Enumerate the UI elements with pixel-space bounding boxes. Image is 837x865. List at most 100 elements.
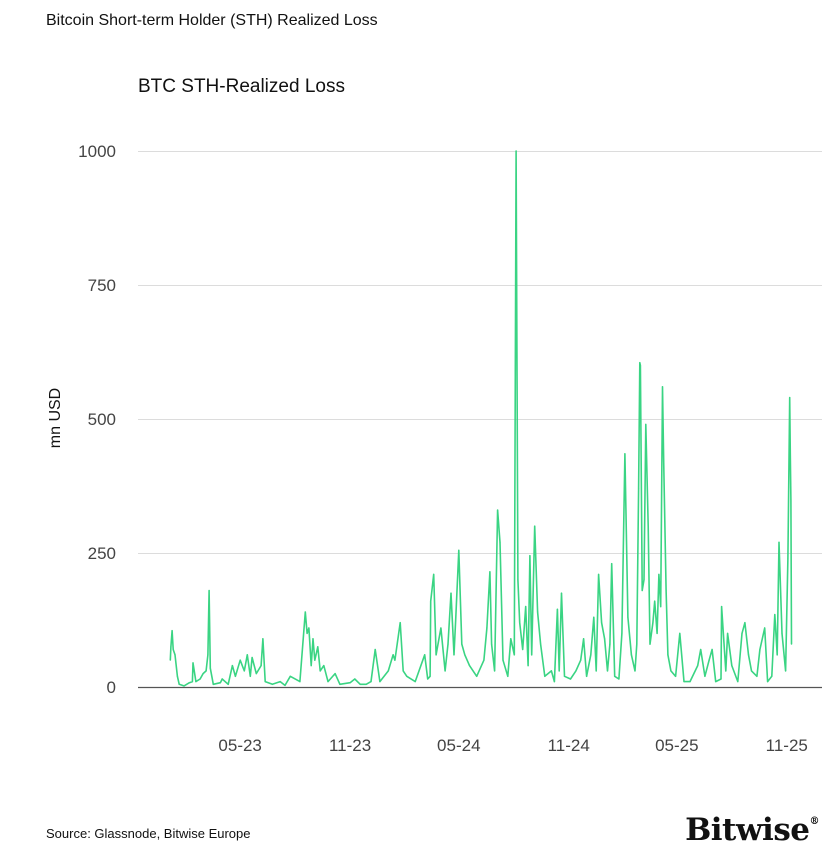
x-tick-label: 11-25 bbox=[766, 736, 808, 755]
data-point bbox=[665, 589, 667, 592]
data-point bbox=[212, 683, 214, 685]
data-point bbox=[689, 681, 691, 683]
data-point bbox=[785, 670, 787, 672]
data-point bbox=[430, 600, 432, 602]
data-point bbox=[636, 643, 638, 645]
data-point bbox=[544, 675, 546, 677]
data-point bbox=[447, 643, 449, 645]
data-point bbox=[513, 654, 515, 656]
data-point bbox=[221, 678, 223, 680]
data-point bbox=[199, 678, 201, 680]
data-point bbox=[494, 670, 496, 672]
data-point bbox=[744, 622, 746, 624]
data-point bbox=[627, 616, 629, 618]
data-point bbox=[392, 654, 394, 656]
data-point bbox=[424, 654, 426, 656]
data-point bbox=[489, 571, 491, 573]
data-point bbox=[502, 659, 504, 661]
data-point bbox=[656, 632, 658, 635]
data-point bbox=[789, 453, 791, 455]
data-point bbox=[639, 362, 641, 364]
data-point bbox=[660, 606, 662, 608]
data-point bbox=[598, 573, 600, 576]
data-point bbox=[759, 648, 761, 651]
gridlines bbox=[138, 151, 822, 554]
data-point bbox=[370, 681, 372, 683]
data-point bbox=[239, 659, 241, 661]
data-point bbox=[790, 643, 793, 645]
data-point bbox=[304, 611, 306, 613]
y-tick-labels: 0 250 500 750 1000 bbox=[78, 142, 116, 697]
data-point bbox=[586, 675, 588, 677]
data-point bbox=[444, 670, 446, 672]
data-point bbox=[774, 614, 776, 616]
data-point bbox=[756, 675, 758, 677]
data-point bbox=[379, 681, 381, 683]
data-point bbox=[178, 683, 180, 685]
data-point bbox=[314, 659, 316, 661]
data-point bbox=[174, 654, 176, 656]
y-tick-label: 1000 bbox=[78, 142, 116, 161]
data-point bbox=[192, 662, 194, 664]
data-point bbox=[207, 654, 209, 656]
data-point bbox=[569, 678, 572, 680]
data-point bbox=[527, 665, 529, 667]
data-point bbox=[708, 659, 710, 661]
data-point bbox=[697, 665, 699, 667]
data-point bbox=[227, 683, 229, 685]
data-point bbox=[614, 675, 616, 677]
data-point bbox=[720, 678, 722, 680]
data-point bbox=[354, 678, 356, 680]
data-point bbox=[781, 632, 783, 635]
data-point bbox=[661, 386, 664, 388]
x-tick-label: 05-23 bbox=[218, 736, 261, 755]
data-point bbox=[339, 683, 341, 685]
data-point bbox=[260, 665, 262, 667]
data-point bbox=[711, 648, 713, 651]
data-point bbox=[284, 684, 286, 687]
data-point bbox=[399, 622, 401, 624]
data-point bbox=[639, 364, 642, 366]
data-point bbox=[289, 675, 291, 677]
data-point bbox=[406, 675, 408, 677]
data-point bbox=[323, 665, 325, 667]
y-tick-label: 250 bbox=[88, 544, 116, 563]
data-point bbox=[550, 670, 553, 672]
data-point bbox=[440, 627, 442, 629]
data-point bbox=[433, 573, 435, 576]
data-point bbox=[202, 673, 204, 675]
data-point bbox=[531, 654, 533, 656]
data-point bbox=[231, 665, 233, 667]
y-axis-label: mn USD bbox=[47, 388, 64, 448]
data-point bbox=[435, 654, 437, 656]
x-tick-labels: 05-23 11-23 05-24 11-24 05-25 11-25 bbox=[218, 736, 807, 755]
data-point bbox=[767, 681, 769, 683]
data-point bbox=[264, 681, 266, 683]
data-point bbox=[621, 632, 623, 635]
data-point bbox=[776, 654, 778, 656]
data-point bbox=[700, 648, 702, 651]
data-point bbox=[652, 622, 654, 624]
data-point bbox=[747, 654, 750, 656]
data-point bbox=[522, 648, 524, 651]
data-point bbox=[191, 681, 193, 683]
data-point bbox=[246, 654, 248, 656]
data-point bbox=[643, 579, 645, 581]
data-point bbox=[327, 681, 329, 683]
data-point bbox=[374, 648, 376, 651]
data-point bbox=[519, 622, 521, 624]
data-point bbox=[497, 509, 499, 511]
data-point bbox=[611, 563, 613, 565]
data-point bbox=[645, 423, 647, 425]
data-points bbox=[169, 150, 793, 687]
data-point bbox=[731, 665, 733, 667]
data-point bbox=[624, 453, 626, 455]
data-point bbox=[170, 646, 172, 648]
data-point bbox=[510, 638, 512, 640]
data-point bbox=[299, 681, 301, 683]
data-point bbox=[365, 683, 367, 685]
data-point bbox=[667, 654, 669, 656]
data-point bbox=[262, 638, 264, 640]
data-point bbox=[778, 541, 780, 543]
